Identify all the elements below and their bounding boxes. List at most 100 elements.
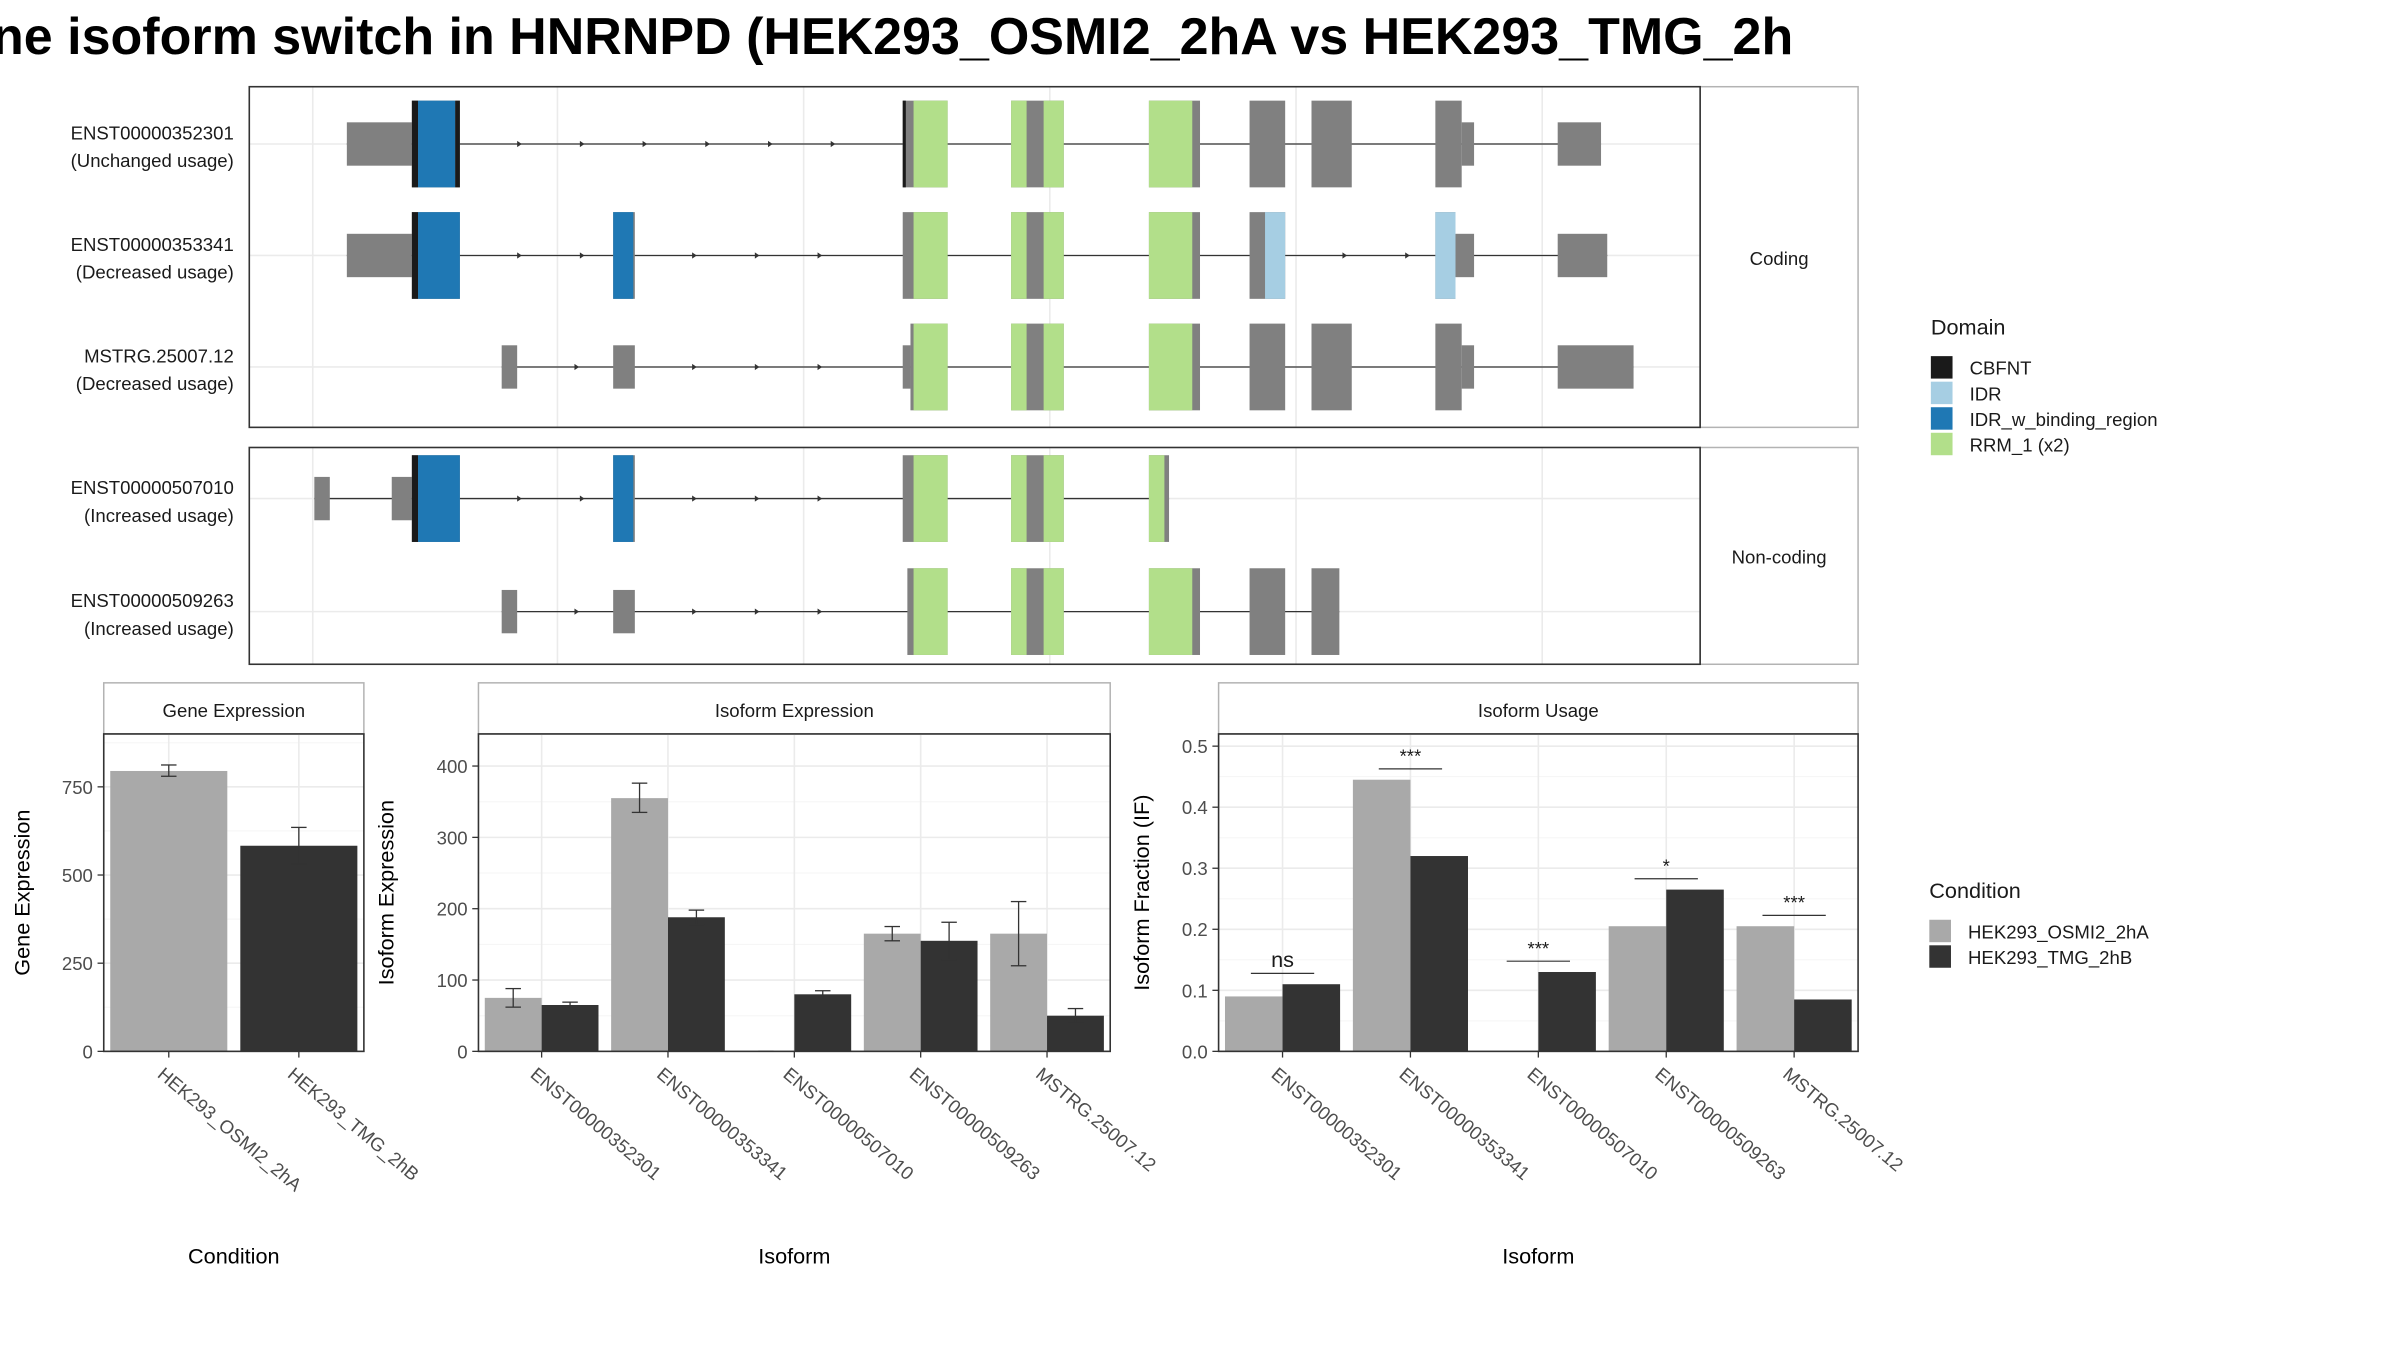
utr-exon: [1461, 345, 1475, 389]
domain-rrm-1-x2: [1043, 323, 1064, 411]
direction-arrow: [817, 608, 823, 615]
x-axis-title: Isoform: [1502, 1243, 1574, 1268]
legend-label: IDR_w_binding_region: [1970, 409, 2158, 431]
coding-exon: [1311, 100, 1352, 188]
transcript-id: ENST00000352301: [71, 122, 234, 143]
coding-exon: [1249, 323, 1286, 411]
panel-bg: [249, 447, 1701, 665]
transcript-id: ENST00000507010: [71, 477, 234, 498]
coding-exon: [1435, 100, 1462, 188]
direction-arrow: [692, 363, 697, 371]
x-axis-title: Condition: [188, 1243, 280, 1268]
domain-idr: [1435, 212, 1456, 299]
coding-exon: [1311, 323, 1352, 411]
panel-border: [477, 733, 1112, 1053]
utr-exon: [1557, 122, 1602, 166]
utr-exon: [613, 345, 635, 389]
direction-arrow: [817, 363, 823, 371]
transcript-usage: (Decreased usage): [76, 373, 234, 394]
direction-arrow: [817, 495, 823, 502]
domain-rrm-1-x2: [1148, 568, 1193, 655]
y-tick-label: 0.1: [1182, 980, 1208, 1001]
significance-label: ***: [1527, 938, 1549, 959]
legend-swatch: [1929, 919, 1951, 943]
domain-rrm-1-x2: [913, 100, 948, 188]
domain-rrm-1-x2: [1043, 212, 1064, 299]
transcript-id: ENST00000509263: [71, 590, 234, 611]
domain-idr: [1265, 212, 1286, 299]
y-axis-title: Isoform Expression: [373, 800, 398, 985]
figure-title: ne isoform switch in HNRNPD (HEK293_OSMI…: [0, 8, 1793, 66]
utr-exon: [613, 589, 635, 634]
bar: [611, 798, 668, 1052]
coding-exon: [1249, 568, 1286, 655]
domain-rrm-1-x2: [1011, 212, 1027, 299]
direction-arrow: [830, 140, 836, 148]
utr-exon: [1461, 122, 1475, 166]
facet-label: Non-coding: [1732, 547, 1827, 568]
direction-arrow: [754, 363, 760, 371]
legend-title: Condition: [1929, 878, 2021, 903]
utr-exon: [501, 589, 518, 634]
y-tick-label: 0.2: [1182, 919, 1208, 940]
y-axis-title: Isoform Fraction (IF): [1129, 795, 1154, 991]
domain-rrm-1-x2: [913, 455, 948, 542]
direction-arrow: [1342, 252, 1348, 259]
domain-cbfnt: [455, 100, 460, 188]
domain-rrm-1-x2: [1043, 568, 1064, 655]
transcript-usage: (Decreased usage): [76, 262, 234, 283]
domain-rrm-1-x2: [1148, 323, 1193, 411]
panel-strip-label: Isoform Usage: [1478, 700, 1599, 721]
legend-label: RRM_1 (x2): [1970, 434, 2070, 456]
bar: [863, 933, 921, 1052]
x-tick-label: ENST00000353341: [1395, 1063, 1534, 1184]
bar: [1282, 984, 1341, 1052]
domain-rrm-1-x2: [913, 212, 948, 299]
y-tick-label: 0: [457, 1041, 467, 1062]
x-tick-label: ENST00000353341: [653, 1063, 792, 1184]
legend-swatch: [1930, 407, 1953, 430]
x-tick-label: ENST00000352301: [1268, 1063, 1407, 1184]
x-tick-label: MSTRG.25007.12: [1032, 1063, 1160, 1175]
transcript-usage: (Increased usage): [84, 618, 234, 639]
direction-arrow: [574, 608, 580, 615]
direction-arrow: [817, 252, 823, 259]
panel-border: [248, 85, 1701, 429]
x-tick-label: HEK293_OSMI2_2hA: [153, 1063, 306, 1196]
utr-exon: [1455, 233, 1475, 278]
direction-arrow: [579, 252, 585, 259]
coding-exon: [1435, 323, 1462, 411]
panel-border: [102, 733, 365, 1053]
facet-label: Coding: [1750, 248, 1809, 269]
direction-arrow: [768, 140, 773, 148]
bar: [541, 1004, 599, 1052]
bar: [1794, 999, 1852, 1052]
direction-arrow: [579, 495, 585, 502]
domain-idr-w-binding-region: [613, 455, 634, 542]
y-tick-label: 250: [62, 953, 93, 974]
domain-rrm-1-x2: [1011, 568, 1027, 655]
direction-arrow: [517, 495, 522, 502]
direction-arrow: [692, 608, 697, 615]
x-tick-label: ENST00000352301: [527, 1063, 666, 1184]
significance-label: ***: [1400, 746, 1422, 767]
transcript-usage: (Unchanged usage): [71, 150, 234, 171]
y-tick-label: 0.3: [1182, 858, 1208, 879]
legend-title: Domain: [1931, 314, 2006, 339]
domain-idr-w-binding-region: [418, 455, 460, 542]
coding-exon: [1249, 100, 1286, 188]
utr-exon: [501, 345, 518, 389]
domain-rrm-1-x2: [1148, 100, 1193, 188]
domain-rrm-1-x2: [913, 323, 948, 411]
y-tick-label: 0: [83, 1041, 93, 1062]
panel-bg: [249, 86, 1701, 428]
y-tick-label: 200: [437, 899, 468, 920]
utr-exon: [1557, 233, 1608, 278]
bar: [1352, 779, 1411, 1052]
domain-cbfnt: [411, 455, 419, 542]
transcript-id: MSTRG.25007.12: [84, 345, 234, 366]
utr-exon: [346, 122, 412, 166]
domain-cbfnt: [411, 100, 419, 188]
direction-arrow: [705, 140, 710, 148]
